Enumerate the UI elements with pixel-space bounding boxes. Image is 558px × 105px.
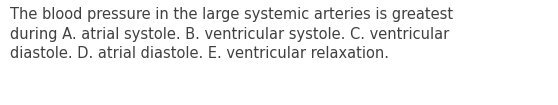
Text: The blood pressure in the large systemic arteries is greatest
during A. atrial s: The blood pressure in the large systemic… xyxy=(10,7,453,61)
